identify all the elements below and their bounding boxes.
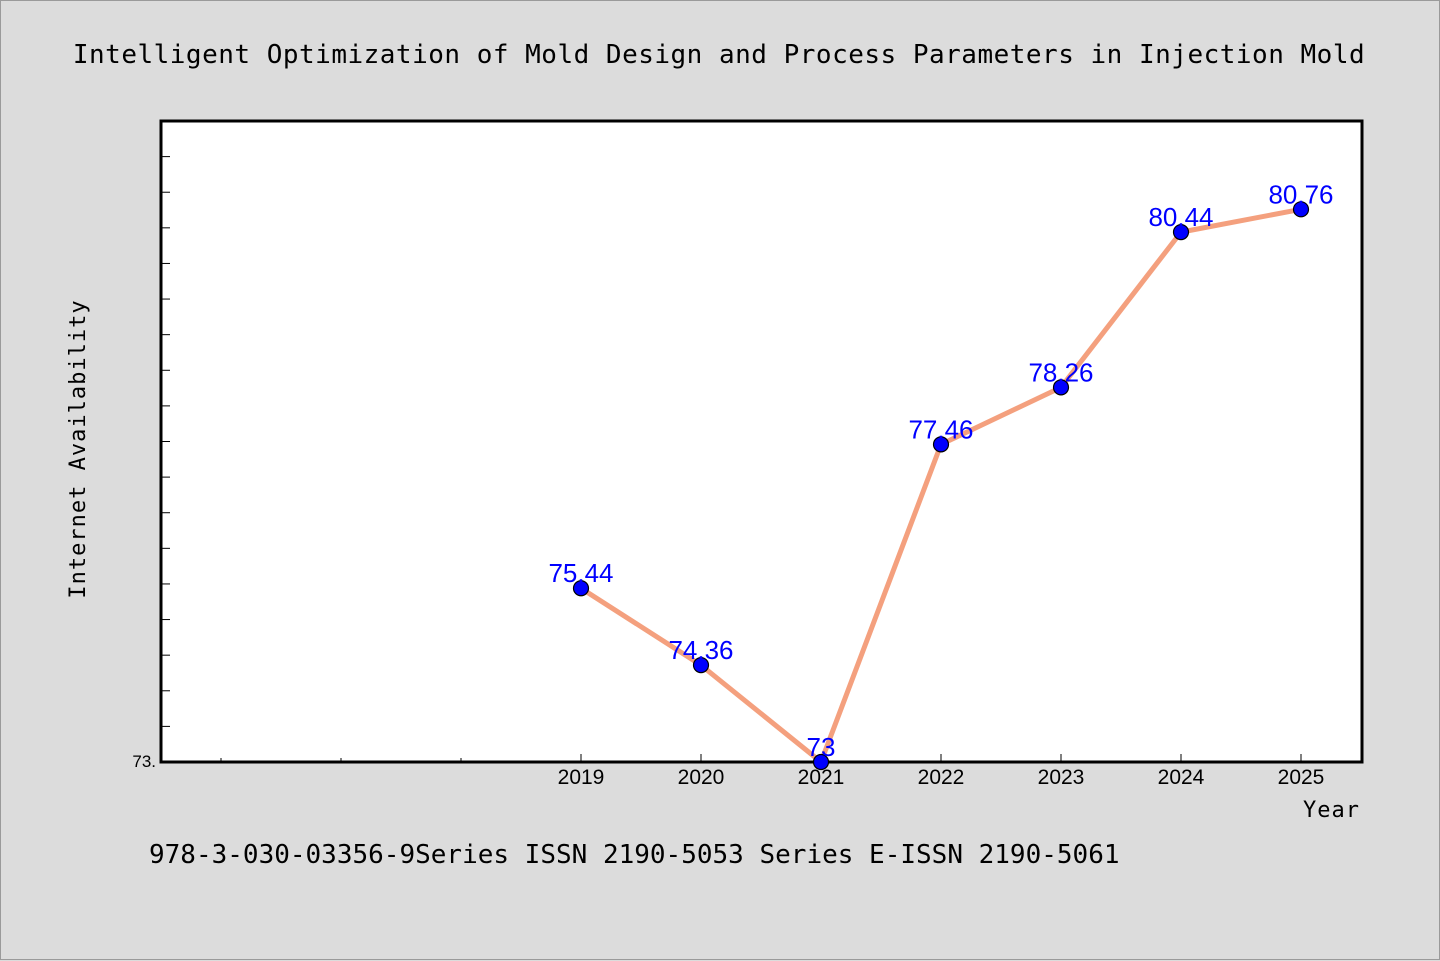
x-tick-label: 2019 — [558, 766, 605, 789]
footer-isbn-text: 978-3-030-03356-9Series ISSN 2190-5053 S… — [149, 840, 1120, 870]
x-tick-label: 2023 — [1038, 766, 1085, 789]
x-tick-label: 2025 — [1278, 766, 1325, 789]
data-point — [1292, 201, 1310, 218]
data-point — [1172, 224, 1190, 241]
x-tick-label: 2020 — [678, 766, 725, 789]
y-axis-title: Internet Availability — [66, 299, 91, 598]
data-labels: 75.44 74.36 73 77.46 78.26 80.44 80.76 — [548, 179, 1333, 762]
data-label: 80.76 — [1268, 179, 1333, 209]
data-point — [692, 657, 710, 674]
data-point — [932, 436, 950, 453]
y-axis-min-label: 73. — [132, 752, 156, 771]
data-label: 73 — [807, 732, 836, 762]
data-point — [1052, 379, 1070, 396]
data-label: 75.44 — [548, 558, 613, 588]
x-axis-tick-labels: 2019 2020 2021 2022 2023 2024 2025 — [558, 766, 1325, 789]
data-label: 80.44 — [1148, 202, 1213, 232]
x-axis-minor-ticks — [220, 758, 462, 762]
y-axis-ticks — [161, 156, 170, 727]
data-point — [572, 580, 590, 597]
data-label: 74.36 — [668, 635, 733, 665]
x-tick-label: 2021 — [798, 766, 845, 789]
x-tick-label: 2024 — [1158, 766, 1205, 789]
data-point — [812, 753, 830, 771]
chart-title: Intelligent Optimization of Mold Design … — [73, 40, 1365, 70]
plot-area — [159, 119, 1364, 764]
data-label: 77.46 — [908, 414, 973, 444]
x-tick-label: 2022 — [918, 766, 965, 789]
data-label: 78.26 — [1028, 357, 1093, 387]
series-markers — [572, 201, 1310, 771]
x-axis-title: Year — [1303, 798, 1360, 823]
